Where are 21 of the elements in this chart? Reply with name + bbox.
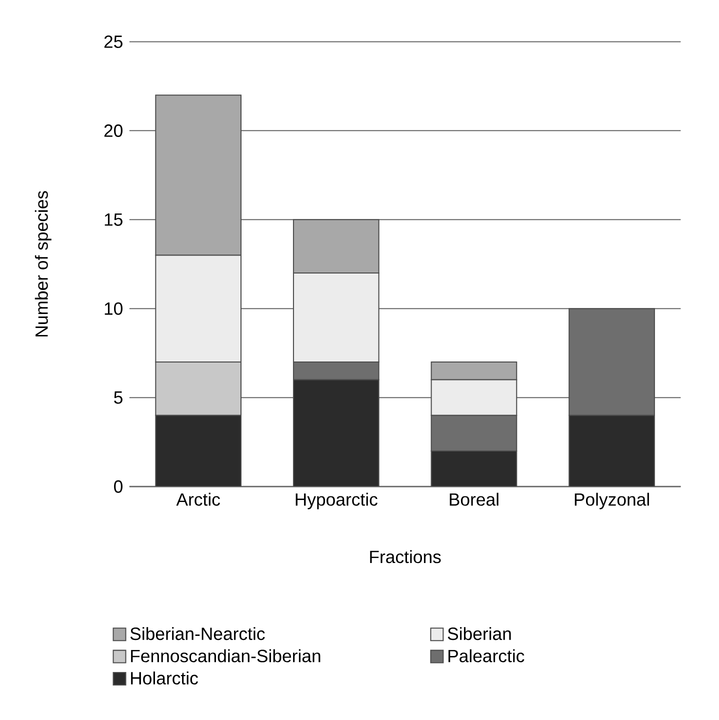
x-tick-label: Polyzonal xyxy=(574,492,649,510)
bar xyxy=(155,414,242,487)
bar xyxy=(568,414,655,487)
y-tick-label: 20 xyxy=(104,124,122,137)
y-axis-title: Number of species xyxy=(34,191,52,336)
x-tick-label: Arctic xyxy=(176,492,220,506)
y-tick-label: 5 xyxy=(114,391,122,404)
bar xyxy=(292,379,380,487)
legend-label: Palearctic xyxy=(448,649,524,662)
y-tick-label: 0 xyxy=(114,480,122,493)
legend-label: Siberian-Nearctic xyxy=(130,627,265,640)
x-tick-label: Boreal xyxy=(450,492,498,506)
x-axis-title: Fractions xyxy=(370,550,441,564)
x-tick-label: Hypoarctic xyxy=(296,492,378,510)
legend-label: Fennoscandian-Siberian xyxy=(131,649,320,662)
legend-label: Holarctic xyxy=(131,672,198,685)
bar xyxy=(430,450,518,487)
legend-label: Siberian xyxy=(448,627,511,640)
y-tick-label: 15 xyxy=(104,213,122,226)
y-tick-label: 10 xyxy=(104,302,122,315)
y-tick-label: 25 xyxy=(104,35,122,48)
